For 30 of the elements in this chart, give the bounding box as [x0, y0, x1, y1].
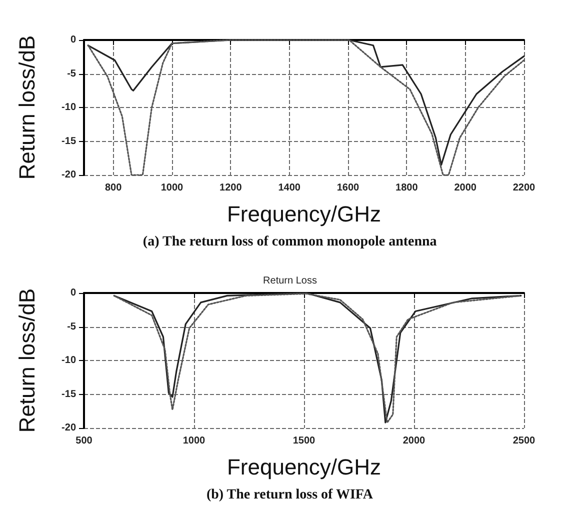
text: (a) The return loss of common monopole antenna — [142, 234, 437, 250]
text: (b) The return loss of WIFA — [206, 488, 374, 502]
chart-title: Return Loss — [263, 276, 317, 286]
y-tick-label: -10 — [62, 102, 76, 113]
y-tick-label: -5 — [67, 321, 76, 332]
y-tick-label: -20 — [62, 170, 76, 180]
y-tick-label: -5 — [67, 68, 76, 80]
y-axis-title: Return loss/dB — [14, 288, 40, 433]
y-tick-label: 0 — [70, 288, 76, 298]
x-tick-label: 1000 — [160, 182, 184, 194]
x-tick-label: 2000 — [402, 436, 426, 446]
x-tick-label: 1200 — [220, 182, 242, 194]
x-tick-label: 2200 — [512, 182, 536, 194]
x-tick-label: 2000 — [454, 182, 477, 194]
y-tick-label: -10 — [62, 355, 76, 366]
x-tick-label: 1000 — [182, 436, 206, 446]
y-axis-title: Return loss/dB — [14, 35, 40, 180]
x-axis-title: Frequency/GHz — [226, 202, 382, 226]
x-tick-label: 1600 — [336, 182, 360, 194]
x-tick-label: 500 — [76, 436, 93, 446]
x-tick-label: 1400 — [278, 182, 301, 194]
y-tick-label: 0 — [70, 34, 76, 46]
x-tick-label: 1500 — [292, 436, 316, 446]
y-tick-label: -20 — [62, 422, 76, 434]
x-axis-title: Frequency/GHz — [226, 454, 382, 480]
y-tick-label: -15 — [62, 388, 76, 400]
x-tick-label: 2500 — [512, 436, 536, 446]
y-tick-label: -15 — [62, 136, 76, 147]
x-tick-label: 800 — [104, 182, 122, 194]
x-tick-label: 1800 — [396, 182, 418, 194]
